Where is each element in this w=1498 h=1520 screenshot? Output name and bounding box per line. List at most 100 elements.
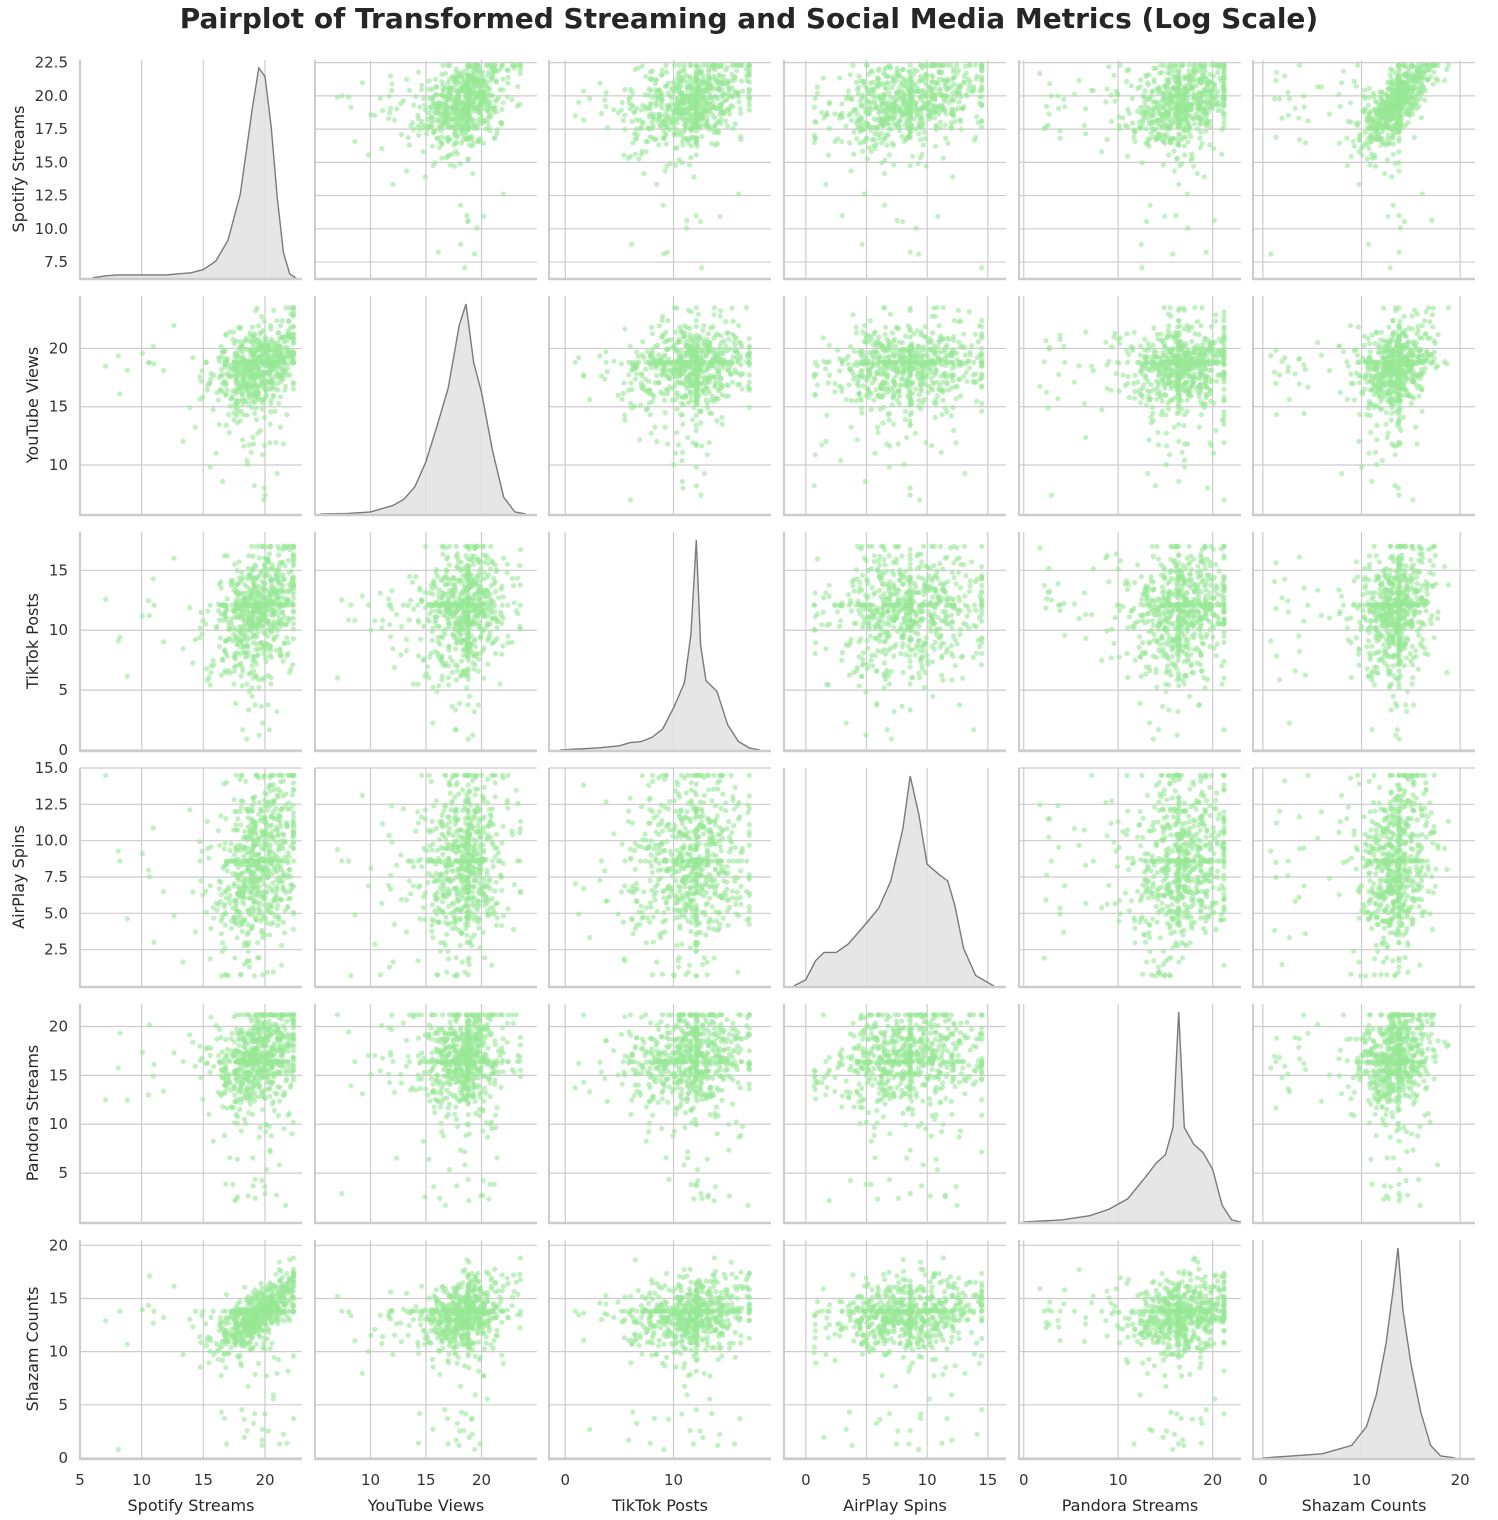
scatter-point [979,124,985,130]
scatter-point [434,135,440,141]
scatter-point [669,101,675,107]
scatter-point [485,108,491,114]
scatter-point [1202,65,1208,71]
scatter-point [268,323,274,329]
scatter-point [1083,131,1089,137]
scatter-point [1369,138,1375,144]
scatter-point [936,69,942,75]
scatter-point [480,213,487,219]
scatter-point [1175,94,1181,100]
scatter-point [707,410,713,416]
scatter-point [1351,78,1357,84]
scatter-point [483,62,489,68]
scatter-point [1181,128,1187,134]
scatter-point [883,120,889,126]
scatter-point [726,336,732,342]
scatter-point [656,379,662,386]
scatter-point [1296,115,1302,121]
scatter-point [509,97,515,103]
scatter-point [695,92,701,98]
scatter-point [241,412,247,418]
scatter-point [866,71,872,77]
scatter-point [932,143,939,149]
scatter-point [1371,107,1377,113]
scatter-point [698,420,704,426]
scatter-point [646,378,652,384]
scatter-point [1419,191,1425,197]
scatter-point [928,86,934,92]
scatter-point [233,377,239,383]
scatter-point [438,140,444,146]
scatter-point [234,420,241,426]
scatter-point [979,265,985,271]
scatter-point [1108,92,1114,98]
scatter-point [1191,163,1197,169]
scatter-point [1182,152,1188,158]
scatter-point [699,265,705,271]
scatter-point [247,349,253,355]
scatter-point [1301,104,1307,110]
scatter-point [652,344,658,350]
scatter-point [746,404,752,410]
scatter-point [1336,140,1342,146]
scatter-point [705,405,711,411]
scatter-point [454,151,461,157]
scatter-point [719,101,725,107]
scatter-point [903,111,909,117]
scatter-point [473,75,479,82]
scatter-point [656,323,663,329]
scatter-point [244,457,250,464]
scatter-point [1378,142,1384,148]
scatter-point [646,86,652,92]
scatter-point [629,405,635,411]
scatter-point [218,354,224,360]
scatter-point [282,387,288,393]
scatter-point [746,79,752,85]
scatter-point [1208,62,1214,68]
scatter-point [1185,139,1191,145]
scatter-point [715,369,721,375]
scatter-point [669,336,675,343]
scatter-point [922,136,928,142]
scatter-point [866,145,872,151]
scatter-point [659,334,665,340]
scatter-point [446,85,452,92]
scatter-point [1142,103,1148,109]
scatter-point [603,359,609,365]
scatter-point [958,126,964,132]
scatter-point [1365,102,1371,108]
scatter-point [737,106,743,112]
scatter-point [1279,115,1285,121]
scatter-point [974,114,980,120]
scatter-point [517,66,524,72]
scatter-point [743,305,750,311]
scatter-point [252,361,258,367]
scatter-point [897,128,903,134]
scatter-point [711,73,717,79]
scatter-point [274,318,280,324]
scatter-point [869,137,875,143]
scatter-point [1193,69,1199,75]
scatter-point [495,68,501,74]
scatter-point [213,450,219,456]
scatter-point [649,331,656,337]
scatter-point [494,127,500,133]
scatter-point [1218,103,1224,109]
scatter-point [1387,265,1393,271]
scatter-point [465,62,471,68]
scatter-point [869,86,875,92]
scatter-point [1169,119,1175,125]
scatter-point [253,405,259,411]
scatter-point [1195,126,1201,132]
scatter-point [673,450,679,456]
scatter-point [225,412,232,418]
scatter-point [732,343,738,349]
scatter-point [470,171,476,177]
scatter-point [249,365,255,371]
scatter-point [1109,118,1115,124]
scatter-point [1202,107,1208,113]
scatter-point [894,217,900,224]
scatter-point [218,388,224,394]
scatter-point [581,88,587,94]
scatter-point [205,383,211,389]
